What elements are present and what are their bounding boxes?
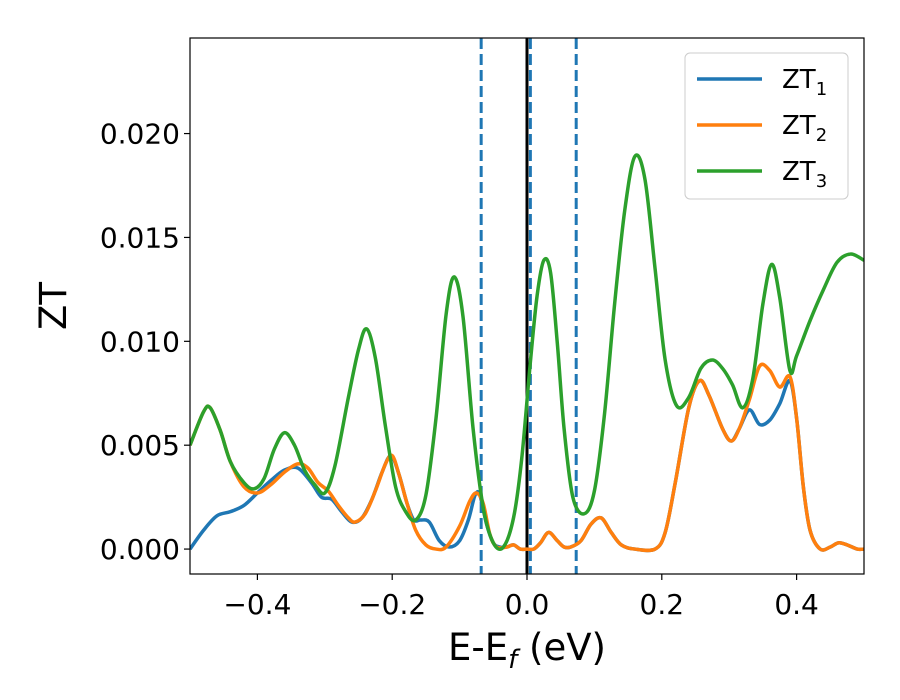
legend-label-zt3: ZT3 bbox=[782, 157, 827, 192]
legend-label-zt2: ZT2 bbox=[782, 111, 827, 146]
vertical-reference-lines bbox=[479, 38, 578, 574]
series-line-zt3 bbox=[190, 153, 864, 551]
series-line-zt2 bbox=[190, 362, 864, 553]
y-tick-label: 0.020 bbox=[100, 118, 180, 151]
x-tick-label: 0.0 bbox=[505, 588, 550, 621]
legend-label-zt1: ZT1 bbox=[782, 65, 827, 100]
y-tick-label: 0.010 bbox=[100, 325, 180, 358]
y-tick-label: 0.015 bbox=[100, 221, 180, 254]
x-axis-label-unit: (eV) bbox=[517, 626, 606, 669]
series-lines bbox=[190, 153, 864, 553]
y-tick-label: 0.000 bbox=[100, 533, 180, 566]
x-axis-label: E-Ef (eV) bbox=[448, 626, 606, 675]
x-tick-label: 0.2 bbox=[640, 588, 685, 621]
y-axis-ticks: 0.000 0.005 0.010 0.015 0.020 bbox=[100, 118, 190, 566]
y-axis-label: ZT bbox=[32, 282, 75, 330]
x-tick-label: 0.4 bbox=[774, 588, 819, 621]
x-tick-label: −0.4 bbox=[223, 588, 291, 621]
x-axis-ticks: −0.4 −0.2 0.0 0.2 0.4 bbox=[223, 574, 819, 621]
y-tick-label: 0.005 bbox=[100, 429, 180, 462]
legend: ZT1 ZT2 ZT3 bbox=[684, 52, 849, 200]
legend-box bbox=[684, 52, 849, 200]
x-tick-label: −0.2 bbox=[358, 588, 426, 621]
